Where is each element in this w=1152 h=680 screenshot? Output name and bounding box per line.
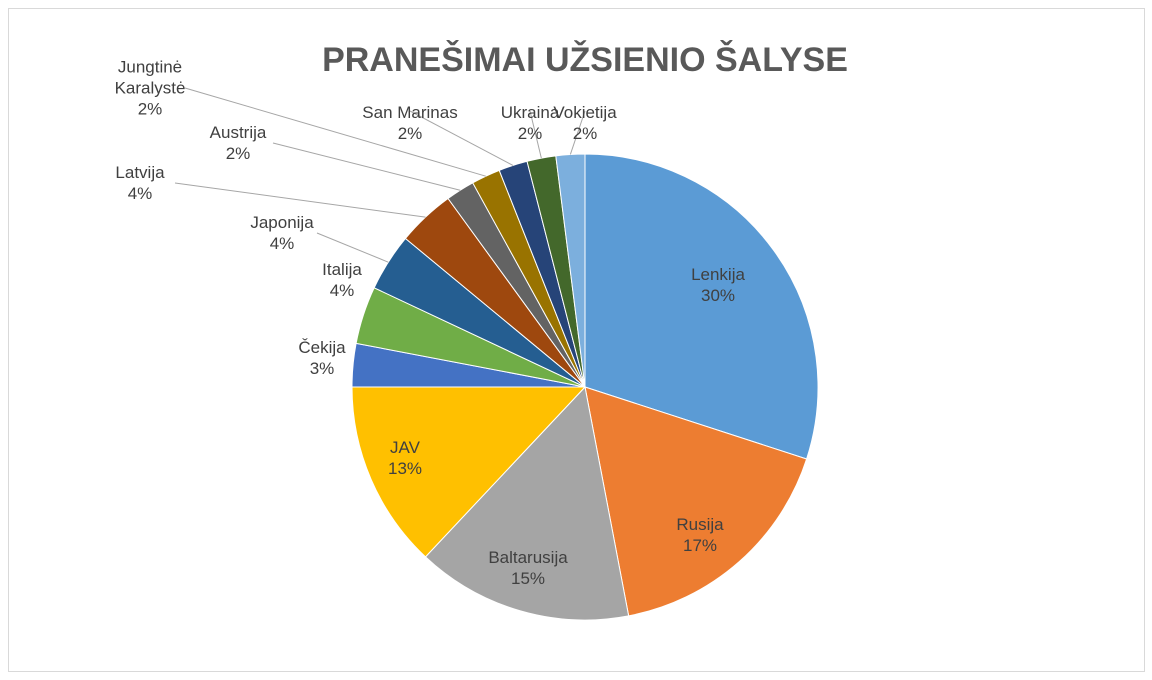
value-label: 2% xyxy=(572,124,598,143)
leader-line xyxy=(409,110,514,166)
category-label: Japonija xyxy=(250,213,314,232)
category-label: Rusija xyxy=(676,515,724,534)
data-label: Ukraina 2% xyxy=(501,102,560,144)
data-label: JAV 13% xyxy=(388,437,422,479)
value-label: 15% xyxy=(510,569,546,588)
value-label: 30% xyxy=(700,286,736,305)
value-label: 4% xyxy=(329,281,355,300)
leader-line xyxy=(316,232,389,263)
category-label: San Marinas xyxy=(362,103,458,122)
pie-slice xyxy=(584,386,808,617)
category-label: Ukraina xyxy=(500,103,560,122)
data-label: Japonija 4% xyxy=(250,212,313,254)
value-label: 13% xyxy=(387,459,423,478)
category-label: Vokietija xyxy=(553,103,617,122)
value-label: 17% xyxy=(682,536,718,555)
value-label: 2% xyxy=(397,124,423,143)
leader-line xyxy=(272,142,461,191)
value-label: 4% xyxy=(269,234,295,253)
data-label: Čekija 3% xyxy=(298,337,345,379)
data-label: Italija 4% xyxy=(322,259,362,301)
value-label: 3% xyxy=(309,359,335,378)
category-label: Čekija xyxy=(298,338,346,357)
data-label: Latvija 4% xyxy=(115,162,164,204)
value-label: 2% xyxy=(137,99,163,119)
category-label: Baltarusija xyxy=(488,548,568,567)
value-label: 2% xyxy=(225,144,251,163)
leader-line xyxy=(174,182,426,218)
data-label: Jungtinė Karalystė 2% xyxy=(105,57,195,120)
data-label: Rusija 17% xyxy=(676,514,723,556)
pie-slice xyxy=(351,386,587,558)
pie-slice xyxy=(424,385,630,621)
category-label: Austrija xyxy=(209,123,267,142)
leader-line xyxy=(569,110,586,155)
data-label: Austrija 2% xyxy=(210,122,267,164)
data-label: Baltarusija 15% xyxy=(488,547,567,589)
data-label: Vokietija 2% xyxy=(553,102,616,144)
value-label: 4% xyxy=(127,184,153,203)
data-label: San Marinas 2% xyxy=(362,102,457,144)
pie-slice xyxy=(584,153,819,460)
category-label: Latvija xyxy=(115,163,165,182)
chart-title: PRANEŠIMAI UŽSIENIO ŠALYSE xyxy=(322,40,848,79)
value-label: 2% xyxy=(517,124,543,143)
data-label: Lenkija 30% xyxy=(691,264,745,306)
category-label: Lenkija xyxy=(691,265,745,284)
leader-line xyxy=(184,87,486,177)
category-label: JAV xyxy=(390,438,420,457)
category-label: Italija xyxy=(322,260,362,279)
leader-line xyxy=(529,110,542,159)
category-label: Jungtinė Karalystė xyxy=(114,57,186,98)
